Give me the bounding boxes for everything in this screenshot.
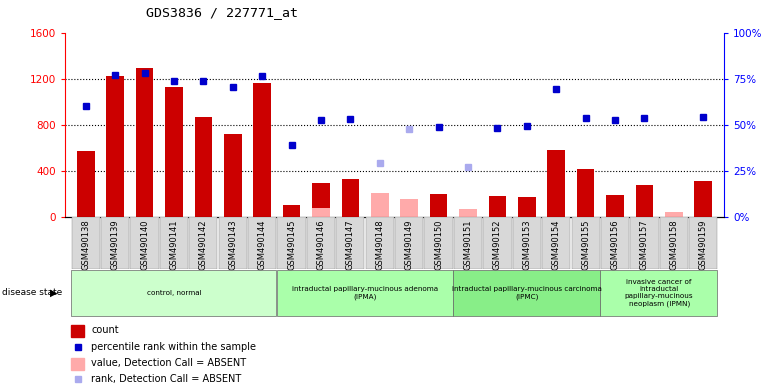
Bar — [453, 270, 600, 316]
Text: GSM490146: GSM490146 — [316, 220, 326, 270]
Text: GSM490155: GSM490155 — [581, 220, 590, 270]
Bar — [371, 193, 388, 217]
Text: percentile rank within the sample: percentile rank within the sample — [91, 342, 256, 352]
Text: GSM490151: GSM490151 — [463, 220, 473, 270]
Text: rank, Detection Call = ABSENT: rank, Detection Call = ABSENT — [91, 374, 241, 384]
Bar — [542, 217, 571, 269]
Text: GSM490158: GSM490158 — [669, 220, 679, 270]
Text: intraductal papillary-mucinous carcinoma
(IPMC): intraductal papillary-mucinous carcinoma… — [452, 286, 602, 300]
Bar — [224, 134, 241, 217]
Text: GSM490153: GSM490153 — [522, 220, 532, 270]
Bar — [71, 325, 84, 337]
Bar — [101, 217, 129, 269]
Text: GSM490144: GSM490144 — [257, 220, 267, 270]
Bar — [483, 217, 512, 269]
Bar — [106, 76, 124, 217]
Text: GSM490139: GSM490139 — [110, 220, 119, 270]
Bar — [395, 217, 424, 269]
Text: GSM490154: GSM490154 — [552, 220, 561, 270]
Text: control, normal: control, normal — [146, 290, 201, 296]
Bar — [518, 197, 535, 217]
Bar — [71, 270, 277, 316]
Text: value, Detection Call = ABSENT: value, Detection Call = ABSENT — [91, 358, 246, 368]
Bar — [424, 217, 453, 269]
Bar — [512, 217, 541, 269]
Bar — [254, 83, 271, 217]
Text: GSM490159: GSM490159 — [699, 220, 708, 270]
Bar — [71, 217, 100, 269]
Bar — [695, 181, 712, 217]
Text: count: count — [91, 326, 119, 336]
Bar — [165, 87, 183, 217]
Bar — [283, 205, 300, 217]
Bar — [189, 217, 218, 269]
Text: GSM490140: GSM490140 — [140, 220, 149, 270]
Bar — [342, 179, 359, 217]
Text: GSM490142: GSM490142 — [199, 220, 208, 270]
Text: GSM490157: GSM490157 — [640, 220, 649, 270]
Bar — [277, 270, 453, 316]
Bar — [689, 217, 718, 269]
Text: GSM490152: GSM490152 — [493, 220, 502, 270]
Text: GSM490156: GSM490156 — [611, 220, 620, 270]
Bar — [307, 217, 335, 269]
Bar — [430, 194, 447, 217]
Bar — [606, 195, 624, 217]
Bar — [313, 183, 330, 217]
Bar — [601, 270, 718, 316]
Bar — [277, 217, 306, 269]
Bar — [130, 217, 159, 269]
Bar — [665, 212, 683, 217]
Text: disease state: disease state — [2, 288, 62, 298]
Bar — [136, 68, 153, 217]
Text: invasive cancer of
intraductal
papillary-mucinous
neoplasm (IPMN): invasive cancer of intraductal papillary… — [625, 279, 693, 306]
Bar — [548, 150, 565, 217]
Text: ▶: ▶ — [50, 288, 57, 298]
Bar — [660, 217, 688, 269]
Text: GSM490150: GSM490150 — [434, 220, 443, 270]
Bar — [571, 217, 600, 269]
Bar — [601, 217, 629, 269]
Bar — [630, 217, 659, 269]
Bar — [313, 209, 330, 217]
Text: GSM490143: GSM490143 — [228, 220, 237, 270]
Bar — [248, 217, 277, 269]
Text: GSM490147: GSM490147 — [346, 220, 355, 270]
Bar — [365, 217, 394, 269]
Bar — [459, 210, 476, 217]
Bar — [71, 358, 84, 370]
Bar — [336, 217, 365, 269]
Bar — [454, 217, 482, 269]
Text: GSM490145: GSM490145 — [287, 220, 296, 270]
Bar — [577, 169, 594, 217]
Text: intraductal papillary-mucinous adenoma
(IPMA): intraductal papillary-mucinous adenoma (… — [292, 286, 438, 300]
Bar — [401, 199, 418, 217]
Bar — [636, 185, 653, 217]
Text: GSM490149: GSM490149 — [404, 220, 414, 270]
Bar — [77, 151, 94, 217]
Text: GSM490148: GSM490148 — [375, 220, 385, 270]
Text: GSM490141: GSM490141 — [169, 220, 178, 270]
Bar — [195, 117, 212, 217]
Text: GDS3836 / 227771_at: GDS3836 / 227771_at — [146, 6, 297, 19]
Text: GSM490138: GSM490138 — [81, 220, 90, 270]
Bar — [218, 217, 247, 269]
Bar — [489, 196, 506, 217]
Bar — [160, 217, 188, 269]
